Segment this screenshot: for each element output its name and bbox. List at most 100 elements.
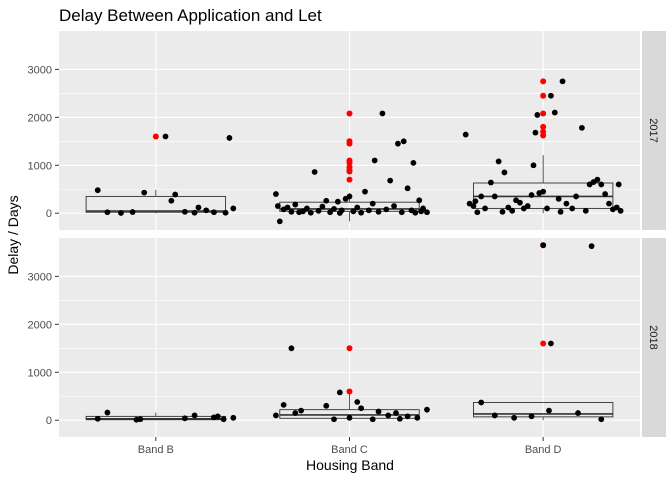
data-point [288, 345, 295, 352]
facet-panels: 0 1000 2000 3000 2017 0 1000 2000 3000 2018 [28, 31, 666, 437]
data-point [462, 131, 469, 138]
data-point [369, 416, 376, 423]
data-point [470, 203, 477, 209]
data-point [391, 203, 397, 209]
data-point [414, 414, 421, 421]
data-point [118, 210, 124, 216]
data-point [284, 204, 291, 211]
data-point [350, 208, 357, 215]
y-axis-title: Delay / Days [5, 195, 21, 274]
outlier-point [346, 176, 353, 183]
data-point [557, 208, 564, 215]
data-point [222, 209, 229, 216]
data-point [274, 203, 281, 209]
data-point [141, 189, 148, 196]
data-point [505, 204, 512, 211]
strip-label: 2018 [647, 325, 659, 349]
data-point [365, 207, 372, 214]
data-point [617, 207, 624, 214]
data-point [220, 416, 227, 423]
data-point [369, 200, 376, 207]
data-point [501, 169, 508, 176]
data-point [358, 209, 365, 216]
data-point [478, 399, 485, 406]
data-point [398, 209, 405, 216]
data-point [410, 159, 417, 166]
data-point [104, 409, 111, 416]
data-point [371, 157, 378, 164]
data-point [594, 176, 601, 183]
data-point [346, 414, 353, 421]
data-point [613, 204, 620, 211]
data-point [273, 412, 279, 419]
outlier-point [540, 78, 547, 85]
data-point [379, 110, 386, 117]
data-point [211, 209, 217, 216]
data-point [393, 410, 399, 416]
strip-label: 2017 [647, 118, 659, 142]
data-point [280, 401, 287, 408]
data-point [534, 112, 541, 118]
data-point [162, 133, 169, 140]
data-point [424, 209, 430, 216]
data-point [358, 405, 365, 412]
data-point [548, 340, 554, 347]
data-point [532, 129, 539, 136]
data-point [307, 209, 314, 216]
data-point [362, 188, 368, 195]
data-point [404, 185, 411, 192]
data-point [478, 193, 485, 200]
data-point [582, 207, 589, 214]
data-point [226, 135, 233, 141]
data-point [416, 197, 423, 204]
data-point [530, 162, 537, 169]
outlier-point [540, 132, 547, 139]
chart-title: Delay Between Application and Let [59, 6, 322, 25]
outlier-point [346, 159, 353, 166]
data-point [181, 208, 188, 215]
data-point [544, 205, 550, 212]
y-tick-label: 1000 [28, 367, 52, 379]
outlier-point [152, 133, 159, 140]
x-tick-label: Band D [525, 444, 562, 456]
data-point [509, 207, 516, 214]
data-point [346, 193, 353, 200]
data-point [230, 414, 237, 421]
x-tick-label: Band C [331, 444, 368, 456]
data-point [551, 109, 558, 116]
data-point [546, 407, 552, 414]
data-point [195, 204, 202, 211]
data-point [137, 416, 144, 423]
outlier-point [540, 123, 547, 130]
data-point [315, 207, 322, 214]
data-point [424, 406, 430, 413]
data-point [615, 181, 622, 188]
strip-background [642, 238, 666, 437]
data-point [319, 203, 326, 210]
data-point [495, 158, 502, 165]
y-tick-label: 2000 [28, 319, 52, 331]
data-point [487, 179, 494, 186]
data-point [491, 193, 498, 200]
data-point [420, 205, 426, 212]
data-point [474, 209, 481, 216]
outlier-point [346, 140, 353, 147]
data-point [334, 198, 341, 205]
data-point [191, 209, 198, 216]
data-point [472, 198, 479, 205]
data-point [292, 410, 299, 416]
data-point [579, 124, 585, 131]
outlier-point [346, 388, 353, 395]
data-point [540, 188, 547, 195]
data-point [191, 412, 198, 419]
data-point [94, 187, 101, 194]
data-point [331, 416, 337, 423]
data-point [400, 138, 407, 145]
data-point [482, 205, 488, 212]
data-point [573, 193, 579, 200]
data-point [323, 197, 330, 204]
outlier-point [346, 110, 353, 117]
data-point [548, 92, 554, 99]
facet-panel-2018: 0 1000 2000 3000 2018 [28, 238, 666, 437]
data-point [168, 197, 175, 204]
